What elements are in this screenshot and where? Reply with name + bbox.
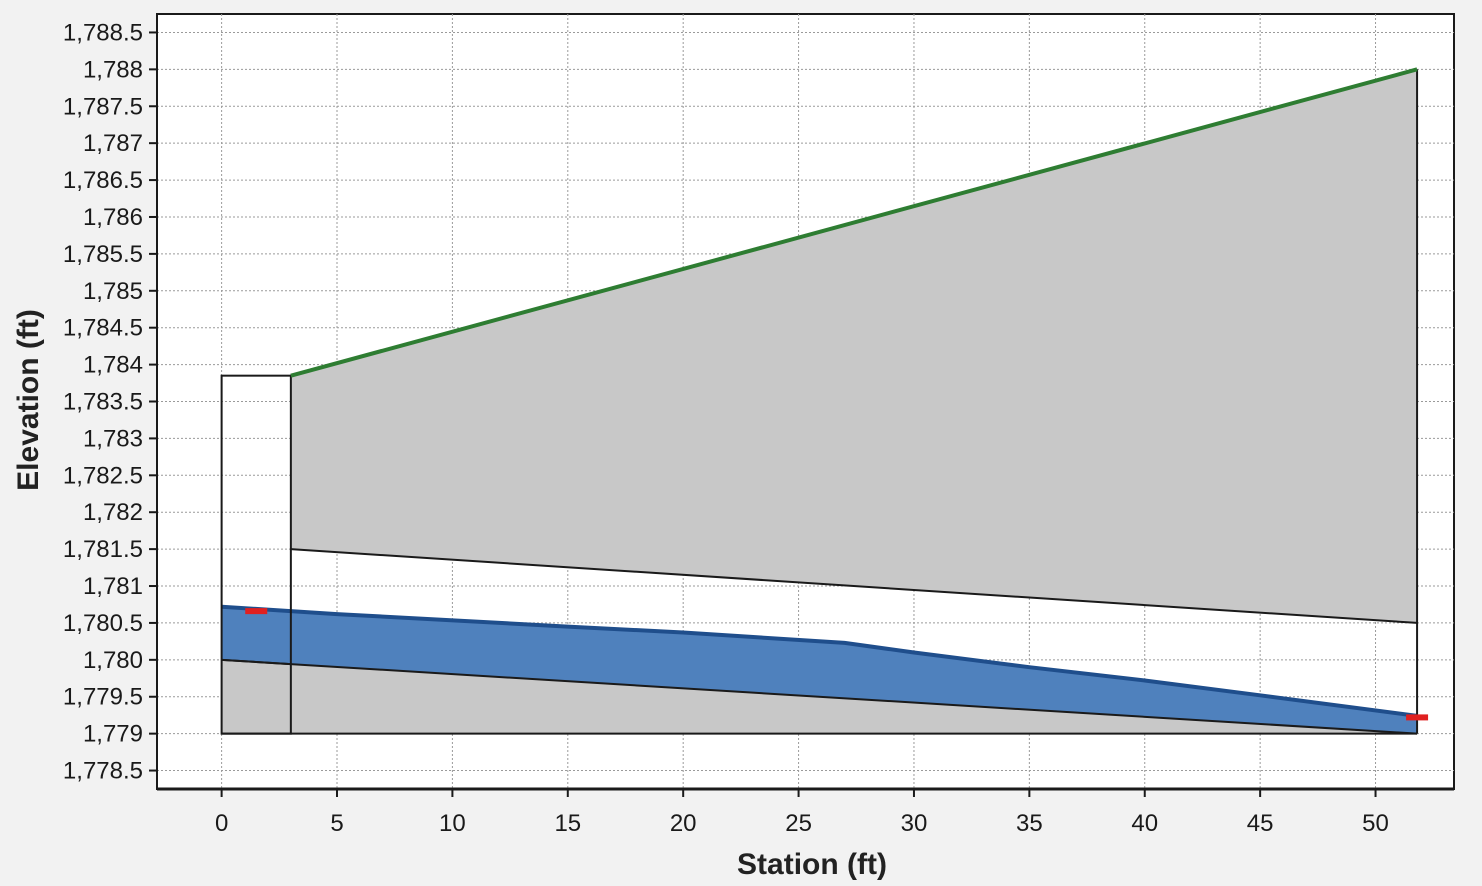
x-tick-label: 5 <box>330 810 343 837</box>
y-tick-label: 1,783 <box>83 425 143 452</box>
x-tick-label: 25 <box>785 810 812 837</box>
y-tick-label: 1,779.5 <box>63 684 143 711</box>
x-tick-label: 35 <box>1016 810 1043 837</box>
x-tick-label: 40 <box>1131 810 1158 837</box>
road-profile-line <box>290 67 1418 378</box>
x-axis-title: Station (ft) <box>737 848 887 881</box>
y-tick-label: 1,779 <box>83 721 143 748</box>
y-tick-label: 1,786.5 <box>63 167 143 194</box>
x-tick-label: 20 <box>670 810 697 837</box>
x-tick-label: 50 <box>1362 810 1389 837</box>
x-tick-label: 30 <box>901 810 928 837</box>
chart-marks <box>220 67 1429 735</box>
y-axis-title: Elevation (ft) <box>12 309 45 491</box>
y-tick-label: 1,782.5 <box>63 462 143 489</box>
y-tick-label: 1,780.5 <box>63 610 143 637</box>
y-tick-label: 1,785 <box>83 278 143 305</box>
y-tick-label: 1,781.5 <box>63 536 143 563</box>
culvert-invert-line <box>221 658 1418 735</box>
y-axis-ticks: 1,778.5 1,779 1,779.5 1,780 1,780.5 1,781 1,78… <box>63 19 157 785</box>
water-level-marker <box>245 608 268 615</box>
y-tick-label: 1,788 <box>83 56 143 83</box>
x-tick-label: 10 <box>439 810 466 837</box>
y-tick-label: 1,778.5 <box>63 758 143 785</box>
y-tick-label: 1,785.5 <box>63 241 143 268</box>
y-tick-label: 1,782 <box>83 499 143 526</box>
water-level-marker <box>1406 714 1429 721</box>
y-tick-label: 1,787 <box>83 130 143 157</box>
water-area <box>221 606 1418 734</box>
water-surface-line <box>221 604 1418 718</box>
y-tick-label: 1,786 <box>83 204 143 231</box>
y-tick-label: 1,783.5 <box>63 389 143 416</box>
embankment-upper-area <box>290 69 1418 623</box>
y-tick-label: 1,780 <box>83 647 143 674</box>
x-tick-label: 0 <box>215 810 228 837</box>
y-tick-label: 1,788.5 <box>63 19 143 46</box>
culvert-crown-line <box>290 548 1418 624</box>
y-tick-label: 1,787.5 <box>63 93 143 120</box>
x-axis-ticks: 0 5 10 15 20 25 30 35 40 45 50 <box>215 789 1389 837</box>
x-tick-label: 45 <box>1247 810 1274 837</box>
inlet-floor-line <box>221 658 291 666</box>
y-tick-label: 1,781 <box>83 573 143 600</box>
y-tick-label: 1,784.5 <box>63 315 143 342</box>
x-tick-label: 15 <box>554 810 581 837</box>
y-tick-label: 1,784 <box>83 352 143 379</box>
